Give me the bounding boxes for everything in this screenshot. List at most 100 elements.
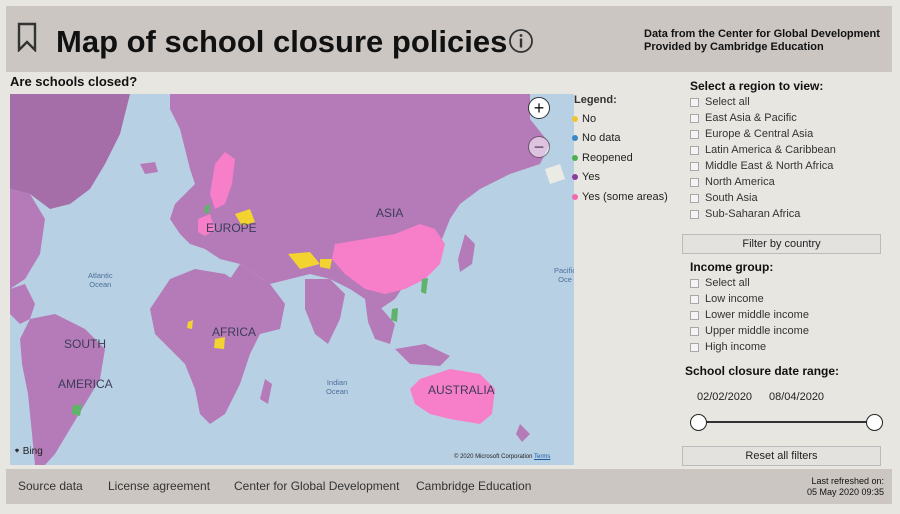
income-option[interactable]: Lower middle income (690, 307, 809, 323)
cambridge-education-link[interactable]: Cambridge Education (416, 479, 532, 493)
region-checkbox[interactable] (690, 145, 699, 155)
income-option[interactable]: Select all (690, 275, 809, 291)
legend-items: No No data Reopened Yes Yes (some areas) (572, 109, 670, 207)
reset-filters-button[interactable]: Reset all filters (682, 446, 881, 466)
income-option[interactable]: High income (690, 339, 809, 355)
se-asia-green-land (391, 308, 398, 322)
region-option-label: South Asia (705, 192, 758, 204)
japan-land (458, 234, 475, 272)
legend-item: Yes (572, 168, 668, 188)
region-checkbox[interactable] (690, 177, 699, 187)
filter-by-country-button[interactable]: Filter by country (682, 234, 881, 254)
north-america-land (10, 94, 130, 209)
income-checkbox[interactable] (690, 310, 699, 320)
zoom-in-button[interactable]: + (528, 97, 550, 119)
zoom-out-button[interactable]: − (528, 136, 550, 158)
region-option[interactable]: East Asia & Pacific (690, 110, 836, 126)
europe-yellow-land (235, 209, 255, 226)
bookmark-icon[interactable] (16, 22, 38, 52)
central-asia-yellow2-land (320, 259, 332, 269)
region-option[interactable]: North America (690, 174, 836, 190)
region-checkbox-list: Select all East Asia & Pacific Europe & Ce… (690, 94, 836, 222)
income-option[interactable]: Low income (690, 291, 809, 307)
pacific-label: Pacific Oce (554, 266, 574, 284)
date-start: 02/02/2020 (697, 391, 753, 403)
income-option-label: High income (705, 341, 767, 353)
map-canvas (10, 94, 565, 465)
source-data-link[interactable]: Source data (18, 479, 83, 493)
refresh-label: Last refreshed on: (811, 476, 884, 486)
world-map[interactable]: ASIA EUROPE AFRICA SOUTH AMERICA AUSTRAL… (10, 94, 574, 465)
south-america-green-land (72, 404, 82, 416)
africa-land (150, 269, 260, 424)
region-option[interactable]: South Asia (690, 190, 836, 206)
income-option-label: Low income (705, 293, 764, 305)
island-land (140, 162, 158, 174)
last-refreshed: Last refreshed on: 05 May 2020 09:35 (807, 476, 884, 498)
income-option-label: Lower middle income (705, 309, 809, 321)
se-asia-land (365, 299, 395, 344)
legend-item-label: No (582, 112, 597, 125)
south-america-label-2: AMERICA (58, 377, 113, 391)
asia-label: ASIA (376, 206, 404, 220)
region-option[interactable]: Europe & Central Asia (690, 126, 836, 142)
income-checkbox[interactable] (690, 278, 699, 288)
copyright-text: © 2020 Microsoft Corporation (454, 454, 533, 460)
indian-label-line2: Ocean (326, 386, 349, 396)
date-range-title: School closure date range: (685, 364, 840, 378)
region-option[interactable]: Select all (690, 94, 836, 110)
region-checkbox[interactable] (690, 161, 699, 171)
income-option[interactable]: Upper middle income (690, 323, 809, 339)
legend-dot-icon (572, 193, 578, 200)
europe-label: EUROPE (206, 221, 257, 235)
legend-item: Reopened (572, 148, 668, 168)
central-america-land (10, 284, 35, 324)
region-option-label: Middle East & North Africa (705, 160, 834, 172)
atlantic-label-line1: Atlantic (88, 271, 113, 280)
legend-dot-icon (572, 135, 578, 142)
legend-item-label: Reopened (582, 151, 633, 164)
legend: Legend: No No data Reopened Yes Yes (some ar… (572, 94, 670, 207)
region-option-label: North America (705, 176, 775, 188)
footer-bar: Source data License agreement Center for… (6, 469, 892, 504)
europe-pink-land (198, 214, 215, 236)
cgd-link[interactable]: Center for Global Development (234, 479, 400, 493)
info-icon[interactable] (508, 28, 534, 54)
region-checkbox[interactable] (690, 129, 699, 139)
region-checkbox[interactable] (690, 113, 699, 123)
date-slider-end-handle[interactable] (866, 414, 883, 431)
region-option[interactable]: Middle East & North Africa (690, 158, 836, 174)
region-option[interactable]: Sub-Saharan Africa (690, 206, 836, 222)
date-slider-track[interactable] (699, 421, 875, 423)
region-option[interactable]: Latin America & Caribbean (690, 142, 836, 158)
pacific-label-line1: Pacific (554, 266, 574, 275)
region-checkbox[interactable] (690, 209, 699, 219)
scandinavia-land (210, 152, 235, 209)
header-bar: Map of school closure policies Data from… (6, 6, 892, 72)
license-agreement-link[interactable]: License agreement (108, 479, 211, 493)
region-checkbox[interactable] (690, 193, 699, 203)
provider-text: Provided by Cambridge Education (644, 41, 824, 53)
region-option-label: East Asia & Pacific (705, 112, 797, 124)
income-checkbox[interactable] (690, 342, 699, 352)
income-checkbox[interactable] (690, 326, 699, 336)
region-option-label: Sub-Saharan Africa (705, 208, 801, 220)
income-checkbox[interactable] (690, 294, 699, 304)
legend-dot-icon (572, 115, 578, 122)
source-text: Data from the Center for Global Developm… (644, 28, 880, 40)
australia-label: AUSTRALIA (428, 383, 495, 397)
income-checkbox-list: Select all Low income Lower middle income U… (690, 275, 809, 355)
date-slider-start-handle[interactable] (690, 414, 707, 431)
bing-logo-text: Bing (22, 446, 43, 457)
map-heading: Are schools closed? (10, 74, 138, 89)
region-option-label: Europe & Central Asia (705, 128, 814, 140)
region-title: Select a region to view: (690, 79, 824, 93)
legend-item-label: Yes (582, 171, 600, 184)
legend-dot-icon (572, 154, 578, 161)
terms-link[interactable]: Terms (534, 454, 551, 460)
africa-label: AFRICA (212, 325, 257, 339)
south-america-land (20, 314, 105, 465)
income-option-label: Upper middle income (705, 325, 809, 337)
region-checkbox[interactable] (690, 97, 699, 107)
central-asia-yellow-land (288, 252, 320, 269)
